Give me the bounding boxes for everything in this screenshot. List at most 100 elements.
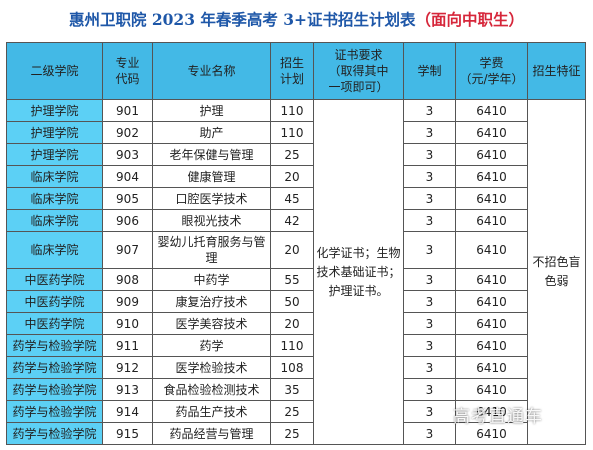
fee-cell: 6410 xyxy=(455,422,528,445)
fee-cell: 6410 xyxy=(455,378,528,401)
fee-cell: 6410 xyxy=(455,99,528,122)
fee-cell: 6410 xyxy=(455,334,528,357)
code-cell: 906 xyxy=(102,209,153,232)
years-cell: 3 xyxy=(403,400,456,423)
major-cell: 护理 xyxy=(152,99,271,122)
major-cell: 眼视光技术 xyxy=(152,209,271,232)
years-cell: 3 xyxy=(403,187,456,210)
code-cell: 903 xyxy=(102,143,153,166)
major-cell: 康复治疗技术 xyxy=(152,290,271,313)
major-cell: 婴幼儿托育服务与管理 xyxy=(152,231,271,269)
table-row: 护理学院 901 护理 110 化学证书；生物技术基础证书；护理证书。 3 6410 不招色盲… xyxy=(6,99,586,445)
years-cell: 3 xyxy=(403,143,456,166)
major-cell: 药学 xyxy=(152,334,271,357)
college-cell: 中医药学院 xyxy=(6,312,103,335)
plan-cell: 20 xyxy=(270,165,314,188)
college-cell: 药学与检验学院 xyxy=(6,422,103,445)
certificate-requirement-cell: 化学证书；生物技术基础证书；护理证书。 xyxy=(313,99,404,445)
header-college: 二级学院 xyxy=(6,42,103,100)
major-cell: 药品经营与管理 xyxy=(152,422,271,445)
plan-cell: 25 xyxy=(270,422,314,445)
title-paren: （面向中职生） xyxy=(415,10,525,29)
years-cell: 3 xyxy=(403,334,456,357)
plan-cell: 45 xyxy=(270,187,314,210)
plan-cell: 55 xyxy=(270,268,314,291)
college-cell: 临床学院 xyxy=(6,187,103,210)
college-cell: 中医药学院 xyxy=(6,268,103,291)
plan-cell: 110 xyxy=(270,99,314,122)
header-fee: 学费 （元/学年） xyxy=(455,42,528,100)
table-row: 护理学院 902 助产 110 3 6410 xyxy=(6,121,586,144)
years-cell: 3 xyxy=(403,231,456,269)
plan-cell: 25 xyxy=(270,400,314,423)
plan-cell: 35 xyxy=(270,378,314,401)
major-cell: 中药学 xyxy=(152,268,271,291)
code-cell: 914 xyxy=(102,400,153,423)
table-row: 临床学院 906 眼视光技术 42 3 6410 xyxy=(6,209,586,232)
major-cell: 助产 xyxy=(152,121,271,144)
plan-cell: 108 xyxy=(270,356,314,379)
table-row: 药学与检验学院 915 药品经营与管理 25 3 6410 xyxy=(6,422,586,445)
major-cell: 食品检验检测技术 xyxy=(152,378,271,401)
fee-cell: 6410 xyxy=(455,187,528,210)
table-row: 中医药学院 910 医学美容技术 20 3 6410 xyxy=(6,312,586,335)
page-title: 惠州卫职院 2023 年春季高考 3+证书招生计划表（面向中职生） xyxy=(0,8,593,36)
years-cell: 3 xyxy=(403,209,456,232)
college-cell: 临床学院 xyxy=(6,209,103,232)
table-row: 药学与检验学院 914 药品生产技术 25 3 6410 xyxy=(6,400,586,423)
major-cell: 口腔医学技术 xyxy=(152,187,271,210)
table-row: 中医药学院 909 康复治疗技术 50 3 6410 xyxy=(6,290,586,313)
code-cell: 908 xyxy=(102,268,153,291)
plan-cell: 110 xyxy=(270,121,314,144)
code-cell: 915 xyxy=(102,422,153,445)
plan-cell: 25 xyxy=(270,143,314,166)
major-cell: 老年保健与管理 xyxy=(152,143,271,166)
table-row: 药学与检验学院 913 食品检验检测技术 35 3 6410 xyxy=(6,378,586,401)
major-cell: 医学美容技术 xyxy=(152,312,271,335)
college-cell: 护理学院 xyxy=(6,99,103,122)
college-cell: 中医药学院 xyxy=(6,290,103,313)
code-cell: 904 xyxy=(102,165,153,188)
college-cell: 药学与检验学院 xyxy=(6,400,103,423)
table-row: 药学与检验学院 911 药学 110 3 6410 xyxy=(6,334,586,357)
fee-cell: 6410 xyxy=(455,356,528,379)
table-row: 临床学院 904 健康管理 20 3 6410 xyxy=(6,165,586,188)
table-body: 护理学院 901 护理 110 化学证书；生物技术基础证书；护理证书。 3 6410 不招色盲… xyxy=(6,99,586,445)
fee-cell: 6410 xyxy=(455,290,528,313)
college-cell: 临床学院 xyxy=(6,231,103,269)
years-cell: 3 xyxy=(403,99,456,122)
code-cell: 911 xyxy=(102,334,153,357)
years-cell: 3 xyxy=(403,378,456,401)
code-cell: 912 xyxy=(102,356,153,379)
header-years: 学制 xyxy=(403,42,456,100)
code-cell: 907 xyxy=(102,231,153,269)
college-cell: 临床学院 xyxy=(6,165,103,188)
years-cell: 3 xyxy=(403,356,456,379)
years-cell: 3 xyxy=(403,268,456,291)
plan-cell: 20 xyxy=(270,312,314,335)
code-cell: 909 xyxy=(102,290,153,313)
table-row: 临床学院 905 口腔医学技术 45 3 6410 xyxy=(6,187,586,210)
header-major: 专业名称 xyxy=(152,42,271,100)
college-cell: 护理学院 xyxy=(6,121,103,144)
table-row: 临床学院 907 婴幼儿托育服务与管理 20 3 6410 xyxy=(6,231,586,269)
years-cell: 3 xyxy=(403,290,456,313)
header-code: 专业 代码 xyxy=(102,42,153,100)
plan-cell: 42 xyxy=(270,209,314,232)
title-main: 惠州卫职院 2023 年春季高考 3+证书招生计划表 xyxy=(68,10,416,29)
header-plan: 招生 计划 xyxy=(270,42,314,100)
college-cell: 护理学院 xyxy=(6,143,103,166)
years-cell: 3 xyxy=(403,312,456,335)
table-row: 护理学院 903 老年保健与管理 25 3 6410 xyxy=(6,143,586,166)
plan-cell: 20 xyxy=(270,231,314,269)
fee-cell: 6410 xyxy=(455,209,528,232)
college-cell: 药学与检验学院 xyxy=(6,334,103,357)
code-cell: 902 xyxy=(102,121,153,144)
feature-cell: 不招色盲色弱 xyxy=(527,99,586,445)
code-cell: 905 xyxy=(102,187,153,210)
enrollment-table: 二级学院 专业 代码 专业名称 招生 计划 证书要求 （取得其中 一项即可） 学制 学费… xyxy=(6,42,586,445)
table-row: 药学与检验学院 912 医学检验技术 108 3 6410 xyxy=(6,356,586,379)
years-cell: 3 xyxy=(403,422,456,445)
major-cell: 医学检验技术 xyxy=(152,356,271,379)
code-cell: 901 xyxy=(102,99,153,122)
